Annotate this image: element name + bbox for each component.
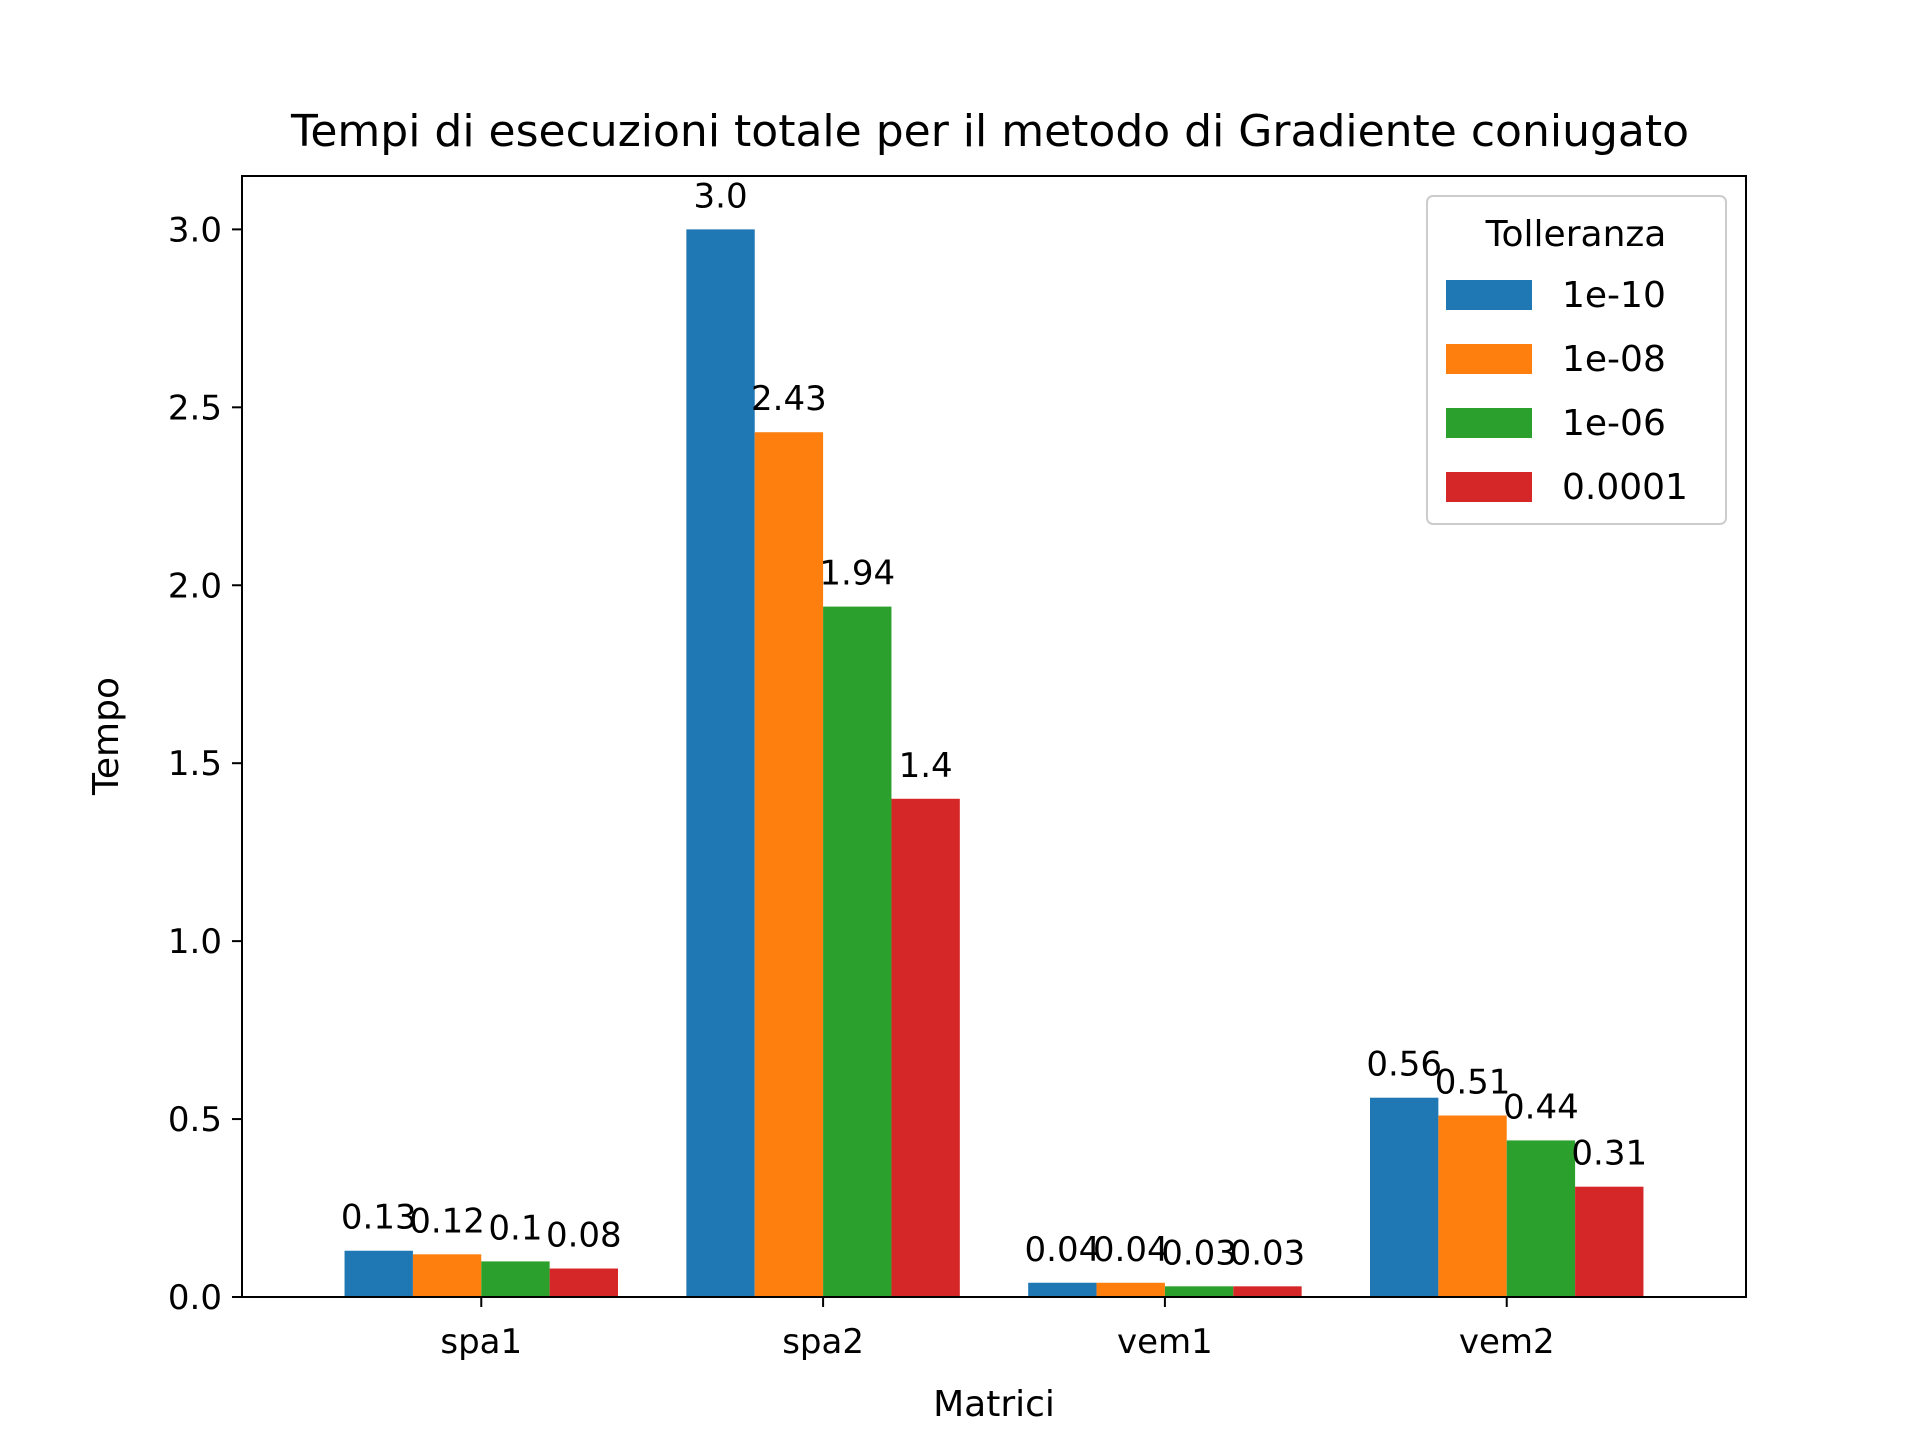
legend-swatch-0.0001: [1446, 472, 1532, 502]
bar-spa1-1e-10: [344, 1250, 413, 1297]
plot-frame: [241, 175, 1747, 1298]
bars-group: [344, 229, 1644, 1297]
legend-label-1e-06: 1e-06: [1562, 403, 1666, 444]
legend-label-0.0001: 0.0001: [1562, 467, 1688, 508]
x-tick-label-vem1: vem1: [1117, 1322, 1213, 1362]
data-label-spa2-0.0001: 1.4: [899, 746, 953, 786]
legend-swatch-1e-06: [1446, 408, 1532, 438]
data-label-spa2-1e-06: 1.94: [819, 554, 895, 594]
bar-spa2-1e-08: [754, 432, 824, 1297]
y-axis-label: Tempo: [86, 677, 127, 796]
x-tick-label-spa2: spa2: [782, 1322, 864, 1362]
data-label-vem1-0.0001: 0.03: [1230, 1233, 1306, 1273]
bar-vem1-1e-10: [1028, 1282, 1097, 1297]
y-tick-label: 0.0: [168, 1278, 222, 1318]
data-label-spa2-1e-10: 3.0: [694, 176, 748, 216]
y-tick-label: 3.0: [168, 210, 222, 250]
data-labels-group: 0.13 3.0 0.04 0.56 0.12 2.43 0.04 0.51 0.1 1.94 0.…: [341, 176, 1647, 1273]
legend-items: 1e-10 1e-08 1e-06 0.0001: [1446, 275, 1688, 508]
x-axis: spa1 spa2 vem1 vem2: [440, 1297, 1555, 1362]
bar-spa1-1e-06: [481, 1261, 550, 1297]
bar-vem2-0.0001: [1575, 1186, 1644, 1297]
bar-spa2-1e-06: [823, 606, 892, 1297]
data-label-spa1-1e-10: 0.13: [341, 1198, 417, 1238]
data-label-spa1-1e-06: 0.1: [488, 1208, 542, 1248]
data-label-vem2-1e-10: 0.56: [1366, 1045, 1442, 1085]
legend-swatch-1e-08: [1446, 344, 1532, 374]
y-tick-label: 1.0: [168, 922, 222, 962]
legend-swatch-1e-10: [1446, 280, 1532, 310]
legend-title: Tolleranza: [1485, 214, 1667, 255]
y-tick-label: 0.5: [168, 1100, 222, 1140]
y-tick-label: 1.5: [168, 744, 222, 784]
bar-vem2-1e-08: [1438, 1115, 1507, 1297]
legend-box: [1426, 195, 1727, 525]
x-axis-label: Matrici: [933, 1384, 1055, 1425]
bar-spa1-1e-08: [412, 1254, 482, 1297]
data-label-spa2-1e-08: 2.43: [751, 379, 827, 419]
bar-vem1-1e-06: [1164, 1286, 1234, 1297]
x-tick-label-spa1: spa1: [440, 1322, 522, 1362]
chart-title: Tempi di esecuzioni totale per il metodo…: [290, 106, 1689, 157]
data-label-vem2-1e-06: 0.44: [1503, 1087, 1579, 1127]
y-tick-label: 2.5: [168, 388, 222, 428]
data-label-vem2-0.0001: 0.31: [1571, 1134, 1647, 1174]
data-label-vem1-1e-06: 0.03: [1161, 1233, 1237, 1273]
y-tick-label: 2.0: [168, 566, 222, 606]
bar-vem2-1e-06: [1506, 1140, 1576, 1297]
bar-vem1-1e-08: [1096, 1282, 1165, 1297]
data-label-spa1-1e-08: 0.12: [409, 1201, 485, 1241]
legend-label-1e-10: 1e-10: [1562, 275, 1666, 316]
data-label-vem1-1e-08: 0.04: [1093, 1230, 1169, 1270]
bar-spa1-0.0001: [549, 1268, 618, 1297]
data-label-spa1-0.0001: 0.08: [546, 1216, 622, 1256]
legend-label-1e-08: 1e-08: [1562, 339, 1666, 380]
legend: Tolleranza 1e-10 1e-08 1e-06 0.0001: [1426, 195, 1727, 525]
x-tick-label-vem2: vem2: [1459, 1322, 1555, 1362]
bar-vem2-1e-10: [1370, 1097, 1439, 1297]
bar-spa2-0.0001: [891, 798, 960, 1297]
bar-vem1-0.0001: [1233, 1286, 1302, 1297]
y-axis: 0.0 0.5 1.0 1.5 2.0 2.5 3.0: [168, 210, 242, 1318]
data-label-vem2-1e-08: 0.51: [1435, 1063, 1511, 1103]
data-label-vem1-1e-10: 0.04: [1025, 1230, 1101, 1270]
bar-spa2-1e-10: [686, 229, 755, 1297]
